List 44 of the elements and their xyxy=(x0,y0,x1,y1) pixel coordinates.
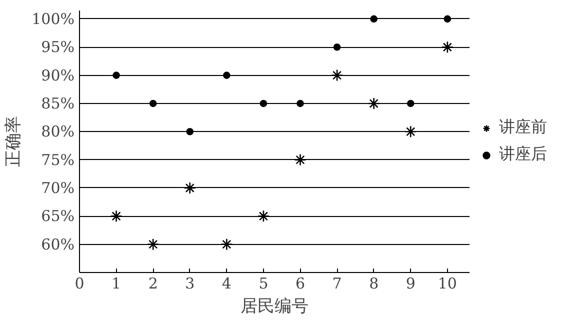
point xyxy=(404,125,417,138)
x-tick-label: 5 xyxy=(258,274,268,292)
x-tick-label: 10 xyxy=(438,274,457,292)
legend-label: 讲座前 xyxy=(499,117,547,138)
point xyxy=(330,69,344,82)
x-tick-label: 3 xyxy=(185,274,195,292)
point xyxy=(294,154,306,166)
y-tick-label: 90% xyxy=(41,66,75,84)
point xyxy=(406,100,414,108)
point xyxy=(260,100,268,108)
y-tick-label: 75% xyxy=(41,150,75,169)
x-axis-title: 居民编号 xyxy=(240,296,308,316)
legend-label: 讲座后 xyxy=(499,144,547,165)
y-tick-label: 60% xyxy=(41,235,75,254)
point xyxy=(368,97,380,110)
x-tick-label: 6 xyxy=(295,274,306,292)
x-tick-label: 9 xyxy=(406,274,416,292)
point xyxy=(220,238,233,250)
point xyxy=(223,72,230,79)
x-tick-label: 2 xyxy=(148,274,158,292)
point xyxy=(257,210,270,222)
y-tick-label: 70% xyxy=(41,178,75,197)
point xyxy=(333,43,341,51)
point xyxy=(149,100,157,108)
point xyxy=(296,100,304,108)
point xyxy=(370,15,378,23)
x-tick-label: 4 xyxy=(222,274,232,292)
x-tick-label: 8 xyxy=(369,274,379,292)
x-tick-label: 0 xyxy=(74,274,84,292)
y-tick-label: 65% xyxy=(41,207,75,226)
y-tick-label: 80% xyxy=(41,122,75,141)
point xyxy=(146,238,160,250)
point xyxy=(441,40,454,54)
y-axis-title: 正确率 xyxy=(4,116,24,167)
point xyxy=(186,128,194,136)
x-tick-label: 7 xyxy=(332,274,342,292)
point xyxy=(444,15,452,23)
point xyxy=(110,210,122,222)
y-tick-label: 95% xyxy=(41,38,75,56)
y-tick-label: 100% xyxy=(32,10,75,28)
point xyxy=(112,72,120,79)
y-tick-label: 85% xyxy=(41,94,75,112)
x-tick-label: 1 xyxy=(112,274,122,292)
point xyxy=(184,182,196,194)
